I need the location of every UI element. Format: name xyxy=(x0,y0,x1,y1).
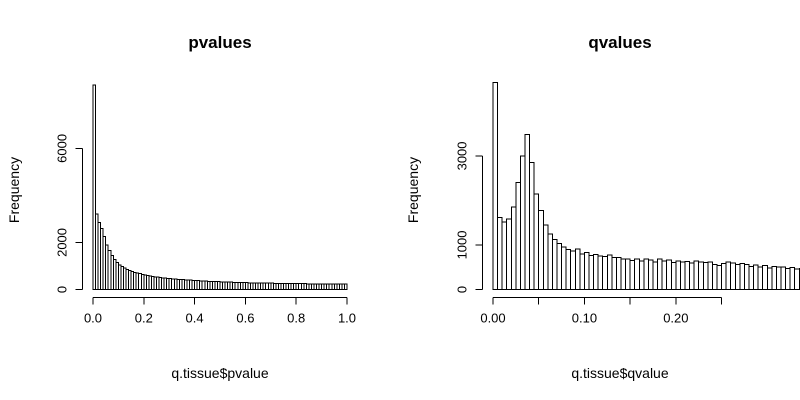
qvalues-bar xyxy=(780,266,787,290)
qvalues-bar xyxy=(519,155,526,290)
qvalues-y-tick-label: 1000 xyxy=(455,231,470,260)
pvalues-x-tick-label: 0.6 xyxy=(236,311,254,326)
qvalues-bar xyxy=(533,193,540,290)
qvalues-bar xyxy=(615,256,622,291)
qvalues-bar xyxy=(789,267,796,291)
qvalues-bar xyxy=(684,260,691,291)
qvalues-title: qvalues xyxy=(588,33,651,52)
qvalues-bar xyxy=(689,262,695,291)
qvalues-y-axis: 0 1000 3000 xyxy=(455,141,483,293)
qvalues-x-tick-label: 0.20 xyxy=(663,311,688,326)
qvalues-bar xyxy=(579,253,585,290)
qvalues-bars xyxy=(492,82,800,291)
qvalues-bar xyxy=(766,267,773,291)
pvalues-x-tick-label: 0.4 xyxy=(186,311,204,326)
pvalues-title: pvalues xyxy=(188,33,251,52)
pvalues-x-tick-label: 0.8 xyxy=(287,311,305,326)
qvalues-bar xyxy=(538,209,544,290)
qvalues-bar xyxy=(743,264,750,291)
qvalues-bar xyxy=(652,261,659,290)
qvalues-bar xyxy=(757,266,764,290)
qvalues-bar xyxy=(556,243,563,290)
qvalues-bar xyxy=(501,221,508,290)
pvalues-x-tick-label: 0.2 xyxy=(135,311,153,326)
qvalues-bar xyxy=(606,254,613,290)
qvalues-bar xyxy=(570,250,576,291)
qvalues-bar xyxy=(588,255,595,290)
qvalues-bar xyxy=(529,162,535,291)
qvalues-bar xyxy=(675,260,681,291)
qvalues-bar xyxy=(611,256,617,291)
qvalues-bar xyxy=(561,246,567,290)
qvalues-bar xyxy=(785,268,791,290)
pvalues-bars xyxy=(92,84,348,291)
qvalues-bar xyxy=(693,260,700,291)
qvalues-bar xyxy=(647,259,654,290)
qvalues-bar xyxy=(574,248,581,291)
qvalues-bar xyxy=(593,253,599,290)
pvalues-x-tick-label: 1.0 xyxy=(338,311,356,326)
qvalues-x-tick-label: 0.00 xyxy=(480,311,505,326)
pvalues-bar xyxy=(92,84,97,290)
qvalues-bar xyxy=(670,261,677,291)
qvalues-bar xyxy=(679,261,686,290)
qvalues-bar xyxy=(629,260,636,290)
qvalues-bar xyxy=(661,260,668,291)
qvalues-bar xyxy=(775,266,782,290)
pvalues-y-tick-label: 0 xyxy=(55,286,70,293)
qvalues-bar xyxy=(753,264,759,290)
qvalues-x-axis: 0.00 0.10 0.20 xyxy=(480,297,723,326)
qvalues-bar xyxy=(625,258,631,290)
qvalues-bar xyxy=(698,261,704,290)
qvalues-y-tick-label: 3000 xyxy=(455,141,470,170)
qvalues-bar xyxy=(597,255,604,290)
qvalues-bar xyxy=(762,264,768,290)
pvalues-ylabel: Frequency xyxy=(6,157,22,223)
qvalues-bar xyxy=(730,262,736,291)
qvalues-bar xyxy=(492,82,499,290)
qvalues-bar xyxy=(542,224,549,290)
qvalues-panel: qvalues q.tissue$qvalue Frequency 0.00 0.… xyxy=(405,33,800,381)
qvalues-bar xyxy=(711,264,718,291)
pvalues-x-tick-label: 0.0 xyxy=(84,311,102,326)
qvalues-bar xyxy=(510,206,517,290)
qvalues-bar xyxy=(497,216,503,291)
qvalues-bar xyxy=(524,134,531,290)
qvalues-ylabel: Frequency xyxy=(405,157,421,223)
qvalues-bar xyxy=(506,218,512,290)
pvalues-panel: pvalues q.tissue$pvalue Frequency 0.0 0.2… xyxy=(6,33,356,381)
qvalues-x-tick-label: 0.10 xyxy=(572,311,597,326)
qvalues-bar xyxy=(602,256,608,290)
pvalues-xlabel: q.tissue$pvalue xyxy=(171,365,269,381)
qvalues-bar xyxy=(707,261,713,290)
qvalues-bar xyxy=(748,265,755,291)
qvalues-bar xyxy=(583,252,590,291)
qvalues-bar xyxy=(515,182,521,290)
qvalues-bar xyxy=(634,258,640,291)
pvalues-y-axis: 0 2000 6000 xyxy=(55,134,83,293)
pvalues-bar xyxy=(343,283,348,290)
qvalues-bar xyxy=(551,239,558,290)
qvalues-bar xyxy=(739,263,745,290)
qvalues-bar xyxy=(734,264,741,291)
qvalues-xlabel: q.tissue$qvalue xyxy=(571,365,669,381)
qvalues-bar xyxy=(657,258,663,291)
qvalues-y-tick-label: 0 xyxy=(455,286,470,293)
qvalues-bar xyxy=(725,261,732,290)
qvalues-bar xyxy=(702,261,709,291)
pvalues-x-axis: 0.0 0.2 0.4 0.6 0.8 1.0 xyxy=(84,297,356,326)
pvalues-y-tick-label: 6000 xyxy=(55,134,70,163)
qvalues-bar xyxy=(565,248,572,291)
qvalues-bar xyxy=(638,260,645,291)
qvalues-bar xyxy=(643,258,649,290)
qvalues-bar xyxy=(716,264,723,290)
qvalues-bar xyxy=(620,258,627,291)
pvalues-y-tick-label: 2000 xyxy=(55,228,70,257)
qvalues-bar xyxy=(666,259,672,290)
qvalues-bar xyxy=(771,265,777,291)
qvalues-bar xyxy=(547,233,553,291)
qvalues-bar xyxy=(794,268,800,290)
qvalues-bar xyxy=(721,263,727,290)
